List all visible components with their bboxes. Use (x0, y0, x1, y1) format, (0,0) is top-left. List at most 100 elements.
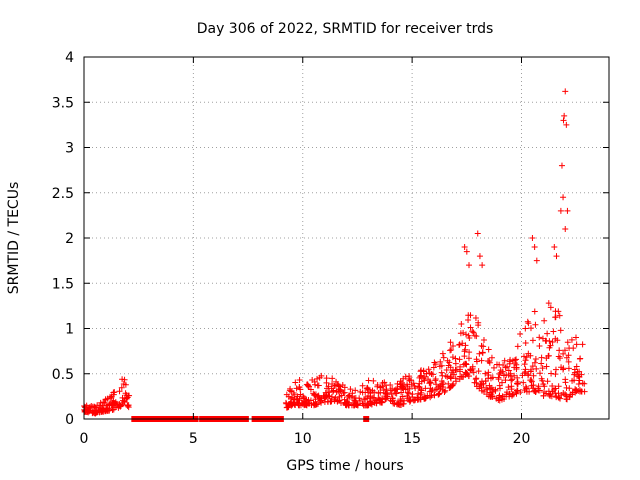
data-point (401, 397, 408, 404)
data-point (410, 380, 417, 387)
data-point (529, 337, 536, 344)
data-point (323, 379, 330, 386)
data-point (448, 346, 455, 353)
data-point (395, 401, 402, 408)
data-point (354, 402, 361, 409)
data-point (367, 389, 374, 396)
data-point (311, 378, 318, 385)
data-point (101, 399, 108, 406)
data-point (513, 365, 520, 372)
data-point (517, 331, 524, 338)
data-point (446, 384, 453, 391)
data-point (479, 262, 486, 269)
data-point (469, 328, 476, 335)
data-point (294, 400, 301, 407)
data-point (493, 395, 500, 402)
data-point (328, 393, 335, 400)
data-point (450, 381, 457, 388)
data-point (336, 383, 343, 390)
data-point (380, 387, 387, 394)
data-point (508, 386, 515, 393)
data-point (527, 325, 534, 332)
data-point (466, 349, 473, 356)
data-point (443, 366, 450, 373)
data-point (399, 385, 406, 392)
data-point (467, 312, 474, 319)
data-point (571, 377, 578, 384)
data-point (387, 397, 394, 404)
data-point (536, 334, 543, 341)
chart-title: Day 306 of 2022, SRMTID for receiver trd… (197, 21, 494, 37)
data-point (507, 373, 514, 380)
data-point (524, 318, 531, 325)
data-point (565, 365, 572, 372)
data-point (541, 383, 548, 390)
data-point (552, 371, 559, 378)
data-point (365, 402, 372, 409)
data-point (496, 392, 503, 399)
data-point (475, 322, 482, 329)
data-point (556, 312, 563, 319)
data-point (536, 343, 543, 350)
data-point (325, 383, 332, 390)
y-tick-label: 3 (65, 141, 74, 157)
grid (84, 57, 609, 419)
data-point (520, 379, 527, 386)
data-point (425, 376, 432, 383)
data-point (333, 389, 340, 396)
data-point (394, 380, 401, 387)
data-point (81, 408, 88, 415)
data-point (447, 339, 454, 346)
data-point (514, 343, 521, 350)
data-point (456, 341, 463, 348)
data-point (426, 370, 433, 377)
data-point (489, 374, 496, 381)
data-point (573, 388, 580, 395)
data-point (461, 244, 468, 251)
data-point (570, 345, 577, 352)
data-point (564, 207, 571, 214)
data-point (356, 397, 363, 404)
data-point (107, 393, 114, 400)
x-tick-label: 15 (403, 431, 421, 447)
data-point (422, 394, 429, 401)
data-point (378, 399, 385, 406)
data-point (470, 329, 477, 336)
data-point (393, 390, 400, 397)
data-point (555, 383, 562, 390)
data-point (575, 380, 582, 387)
data-point (426, 388, 433, 395)
data-point (530, 372, 537, 379)
data-point (471, 379, 478, 386)
data-point (549, 339, 556, 346)
data-point (340, 389, 347, 396)
data-point (560, 117, 567, 124)
data-point (377, 384, 384, 391)
data-point (550, 328, 557, 335)
data-point (427, 385, 434, 392)
data-point (529, 235, 536, 241)
data-point (508, 392, 515, 399)
data-point (122, 381, 129, 388)
data-point (557, 327, 564, 334)
data-point (552, 308, 559, 315)
data-point (547, 391, 554, 398)
data-point (444, 357, 451, 364)
data-point (500, 361, 507, 368)
y-tick-label: 1 (65, 322, 74, 338)
data-point (416, 383, 423, 390)
data-point (103, 406, 110, 413)
data-point (351, 395, 358, 402)
data-point (414, 394, 421, 401)
data-point (356, 395, 363, 402)
data-point (332, 394, 339, 401)
data-point (556, 347, 563, 354)
data-point (562, 225, 569, 232)
data-point (522, 340, 529, 347)
data-point (367, 395, 374, 402)
data-point (562, 88, 569, 95)
data-point (476, 350, 483, 357)
data-point (341, 384, 348, 391)
data-point (496, 371, 503, 378)
data-point (532, 321, 539, 328)
